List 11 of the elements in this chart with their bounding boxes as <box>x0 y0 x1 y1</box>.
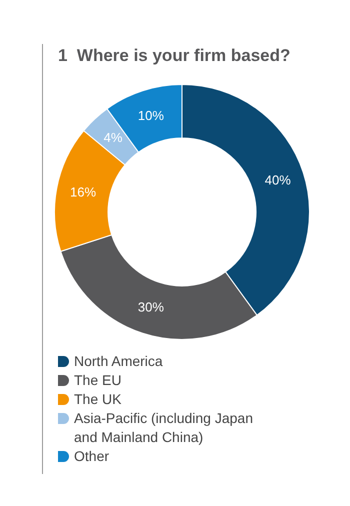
legend-label: Other <box>74 448 110 464</box>
legend-label: Asia-Pacific (including Japan and Mainland China) <box>74 410 253 445</box>
data-label: 4% <box>104 130 123 146</box>
legend-label: North America <box>74 353 163 369</box>
data-label: 40% <box>264 172 292 188</box>
data-label: 10% <box>138 108 164 123</box>
data-label: 16% <box>70 184 97 200</box>
legend-label: The UK <box>74 391 122 407</box>
data-label: 30% <box>138 299 164 314</box>
chart-title: 1 Where is your firm based? <box>58 46 290 66</box>
legend-label: The EU <box>74 372 122 388</box>
